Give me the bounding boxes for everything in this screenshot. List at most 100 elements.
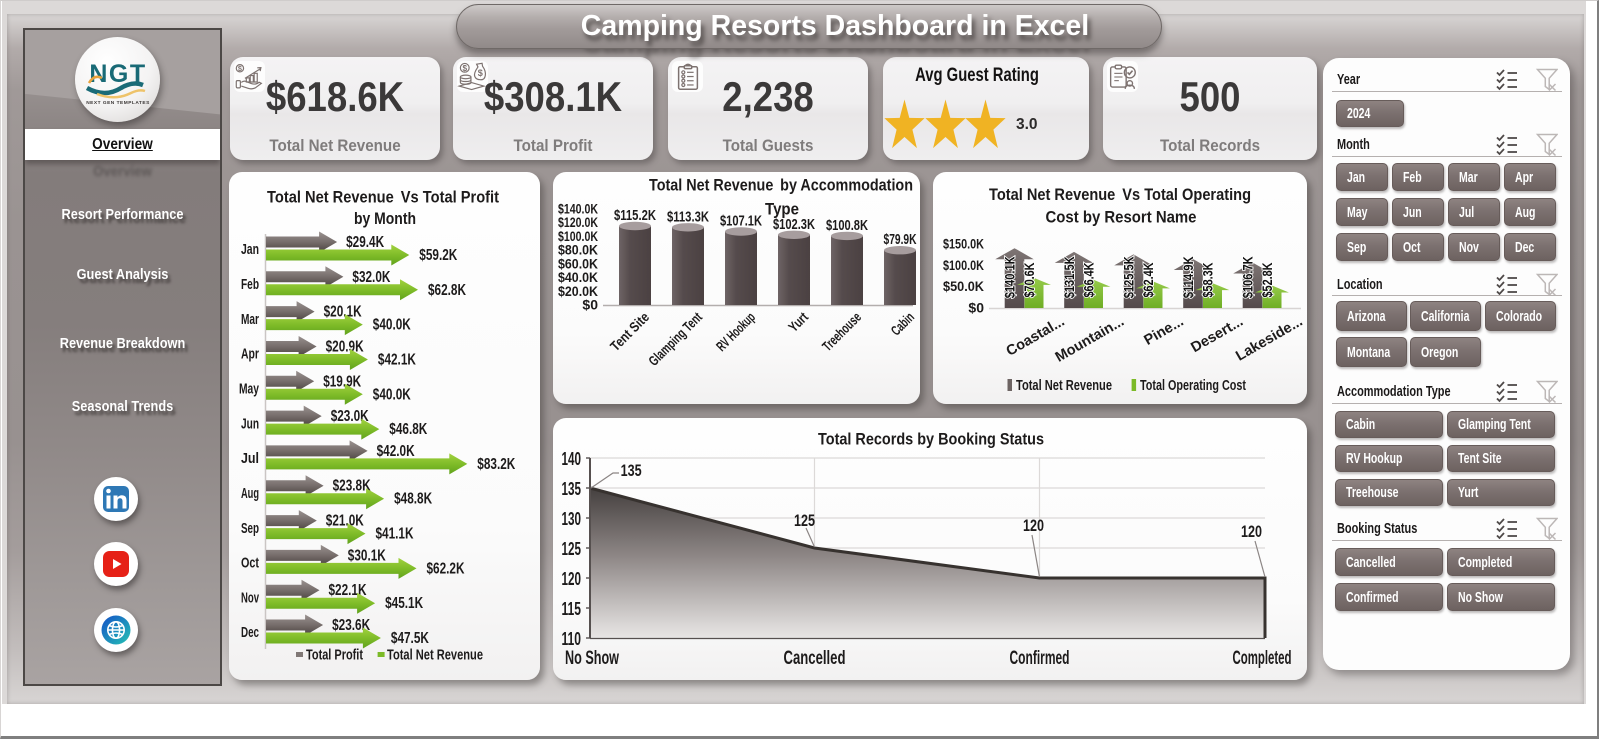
svg-text:$0: $0 [968, 300, 984, 316]
svg-text:$50.0K: $50.0K [943, 278, 984, 294]
svg-text:$20.1K: $20.1K [324, 304, 363, 321]
svg-text:$21.0K: $21.0K [326, 513, 365, 530]
svg-text:$100.0K: $100.0K [943, 257, 984, 273]
svg-text:Jul: Jul [241, 450, 259, 467]
svg-text:$66.4K: $66.4K [1082, 262, 1097, 297]
svg-text:$70.6K: $70.6K [1022, 262, 1037, 297]
svg-text:Apr: Apr [241, 346, 259, 363]
svg-text:Jan: Jan [241, 241, 259, 258]
svg-text:130: 130 [562, 509, 582, 529]
svg-text:$47.5K: $47.5K [391, 630, 430, 647]
svg-text:Treehouse: Treehouse [819, 309, 864, 354]
svg-text:Yurt: Yurt [785, 309, 811, 335]
svg-text:$52.8K: $52.8K [1260, 262, 1275, 297]
svg-text:May: May [239, 380, 259, 397]
svg-text:120: 120 [1241, 522, 1262, 541]
svg-text:Jun: Jun [241, 415, 259, 432]
svg-text:$150.0K: $150.0K [943, 236, 984, 252]
svg-text:by Month: by Month [354, 210, 416, 228]
svg-text:$62.2K: $62.2K [427, 560, 466, 577]
svg-text:Total Net Revenue: Total Net Revenue [387, 648, 483, 664]
svg-text:$46.8K: $46.8K [389, 421, 428, 438]
svg-text:$32.0K: $32.0K [352, 269, 391, 286]
svg-text:Total Records by Booking Statu: Total Records by Booking Status [818, 429, 1044, 448]
svg-text:$102.3K: $102.3K [773, 216, 815, 233]
svg-text:Mar: Mar [241, 311, 259, 328]
svg-text:$40.0K: $40.0K [373, 386, 412, 403]
svg-text:$: $ [238, 64, 242, 73]
svg-text:Cabin: Cabin [887, 309, 917, 339]
svg-text:$106.7K: $106.7K [1241, 256, 1256, 298]
svg-text:$83.2K: $83.2K [477, 456, 516, 473]
svg-text:135: 135 [562, 479, 582, 499]
svg-text:Total Net Revenue by Accommod: Total Net Revenue by Accommodation [649, 177, 913, 195]
svg-text:No Show: No Show [565, 648, 619, 669]
svg-text:Total Profit: Total Profit [306, 648, 363, 664]
svg-text:$107.1K: $107.1K [720, 213, 762, 230]
svg-text:$23.6K: $23.6K [332, 617, 371, 634]
svg-text:$113.3K: $113.3K [667, 208, 709, 225]
svg-text:$80.0K: $80.0K [558, 242, 598, 258]
svg-text:$: $ [478, 68, 483, 78]
svg-text:$58.3K: $58.3K [1201, 262, 1216, 297]
svg-text:Aug: Aug [241, 485, 259, 502]
svg-text:Tent Site: Tent Site [607, 309, 652, 354]
svg-text:$42.0K: $42.0K [377, 443, 416, 460]
svg-text:$20.0K: $20.0K [558, 283, 598, 299]
svg-text:$140.0K: $140.0K [558, 201, 598, 217]
svg-text:Nov: Nov [241, 589, 259, 606]
svg-text:$125.5K: $125.5K [1122, 256, 1137, 298]
svg-text:$60.0K: $60.0K [558, 255, 598, 271]
svg-text:Total Net Revenue Vs Total Op: Total Net Revenue Vs Total Operating [989, 186, 1251, 204]
svg-text:$23.8K: $23.8K [333, 478, 372, 495]
svg-text:$23.0K: $23.0K [331, 408, 370, 425]
svg-text:Total Operating Cost: Total Operating Cost [1140, 378, 1246, 394]
svg-text:$140.1K: $140.1K [1003, 256, 1018, 298]
svg-text:Cancelled: Cancelled [784, 648, 846, 669]
svg-text:$120.0K: $120.0K [558, 214, 598, 230]
svg-text:$41.1K: $41.1K [376, 526, 415, 543]
svg-text:$115.2K: $115.2K [614, 207, 656, 224]
svg-text:Confirmed: Confirmed [1010, 648, 1070, 669]
svg-text:$40.0K: $40.0K [373, 317, 412, 334]
svg-text:Type: Type [765, 200, 799, 218]
svg-text:$79.9K: $79.9K [884, 231, 917, 248]
svg-text:NEXT GEN TEMPLATES: NEXT GEN TEMPLATES [86, 100, 150, 106]
svg-text:$42.1K: $42.1K [378, 352, 417, 369]
svg-text:RV Hookup: RV Hookup [713, 309, 758, 354]
svg-text:$40.0K: $40.0K [558, 269, 598, 285]
svg-text:Feb: Feb [241, 276, 259, 293]
svg-text:$100.8K: $100.8K [826, 217, 868, 234]
svg-text:Glamping Tent: Glamping Tent [645, 309, 705, 369]
svg-text:140: 140 [562, 449, 582, 469]
svg-text:Completed: Completed [1233, 648, 1292, 669]
svg-text:Dec: Dec [241, 624, 259, 641]
svg-text:125: 125 [794, 511, 815, 530]
svg-text:$0: $0 [582, 297, 598, 313]
svg-text:$19.9K: $19.9K [323, 373, 362, 390]
svg-text:$45.1K: $45.1K [385, 595, 424, 612]
svg-text:$62.8K: $62.8K [428, 282, 467, 299]
svg-text:$59.2K: $59.2K [419, 247, 458, 264]
svg-text:$48.8K: $48.8K [394, 491, 433, 508]
svg-text:Lakeside...: Lakeside... [1233, 314, 1305, 365]
svg-text:Total Net Revenue: Total Net Revenue [1016, 378, 1112, 394]
svg-text:Oct: Oct [241, 555, 259, 572]
svg-text:$100.0K: $100.0K [558, 228, 598, 244]
svg-text:$30.1K: $30.1K [348, 547, 387, 564]
svg-text:Pine...: Pine... [1142, 314, 1187, 349]
svg-text:Cost by Resort Name: Cost by Resort Name [1046, 208, 1197, 226]
svg-text:135: 135 [621, 461, 642, 480]
svg-text:125: 125 [562, 539, 582, 559]
svg-text:$: $ [462, 64, 467, 73]
svg-text:$62.4K: $62.4K [1141, 262, 1156, 297]
svg-text:$114.9K: $114.9K [1181, 256, 1196, 298]
svg-text:Total Net Revenue Vs Total Pr: Total Net Revenue Vs Total Profit [267, 189, 499, 207]
svg-text:120: 120 [562, 569, 582, 589]
svg-text:120: 120 [1023, 516, 1044, 535]
svg-text:$131.5K: $131.5K [1062, 256, 1077, 298]
svg-text:$29.4K: $29.4K [346, 234, 385, 251]
svg-text:110: 110 [562, 629, 582, 649]
svg-text:Sep: Sep [241, 520, 259, 537]
svg-text:115: 115 [562, 599, 582, 619]
